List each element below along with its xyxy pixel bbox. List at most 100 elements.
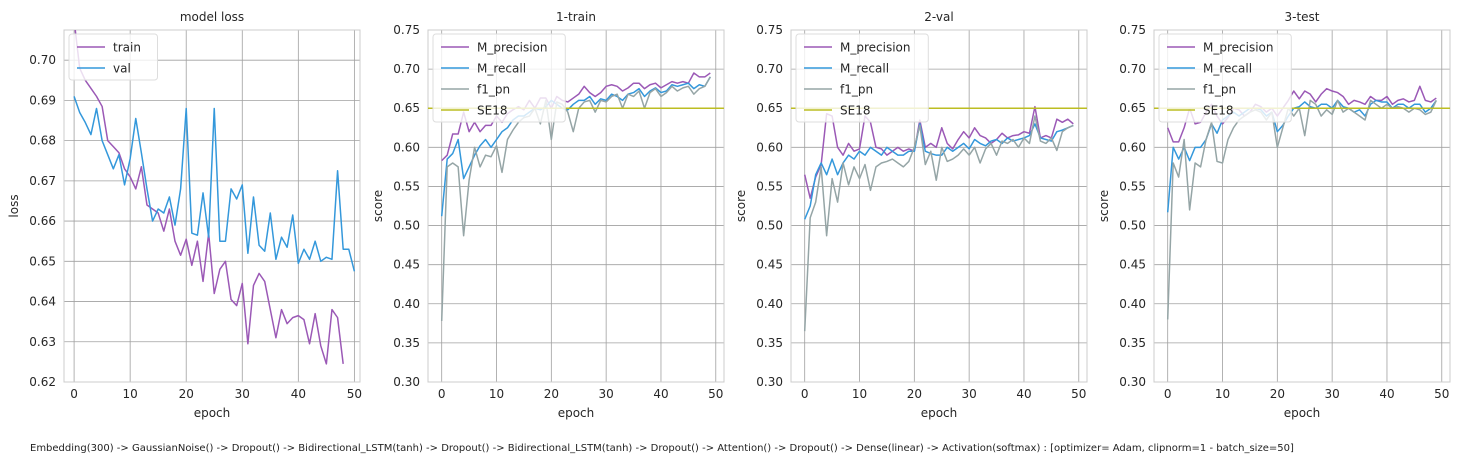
x-tick-label: 0: [1164, 387, 1172, 401]
x-tick-label: 40: [653, 387, 668, 401]
y-tick-label: 0.40: [393, 297, 420, 311]
y-tick-label: 0.45: [756, 258, 783, 272]
y-tick-label: 0.50: [756, 219, 783, 233]
y-tick-label: 0.65: [29, 254, 56, 268]
series-group: [73, 30, 356, 365]
x-tick-label: 10: [123, 387, 138, 401]
legend-label-M_recall: M_recall: [1203, 62, 1252, 76]
legend: train val: [68, 33, 158, 81]
y-tick-label: 0.60: [1119, 140, 1146, 154]
series-line-M_recall: [804, 123, 1074, 220]
x-tick-label: 0: [801, 387, 809, 401]
y-tick-label: 0.63: [29, 335, 56, 349]
y-tick-label: 0.50: [1119, 219, 1146, 233]
series-line-f1_pn: [803, 115, 1074, 332]
series-line-M_precision: [441, 72, 711, 162]
y-tick-label: 0.64: [29, 295, 56, 309]
legend-label-M_recall: M_recall: [840, 62, 889, 76]
chart-title: 3-test: [1284, 10, 1319, 24]
x-tick-label: 40: [1379, 387, 1394, 401]
y-tick-label: 0.65: [756, 101, 783, 115]
chart-panel-4: 0 10 20 30 40 50 0.30 0.35 0.40 0.45 0.50 0.55 0.60 0…: [1097, 10, 1451, 420]
y-tick-label: 0.67: [29, 174, 56, 188]
legend: M_precision M_recall f1_pn SE18: [1158, 33, 1292, 123]
chart-title: 1-train: [556, 10, 596, 24]
legend-box: [432, 33, 566, 123]
legend-label-M_recall: M_recall: [477, 62, 526, 76]
y-tick-label: 0.75: [1119, 23, 1146, 37]
x-tick-label: 30: [235, 387, 250, 401]
x-tick-label: 50: [347, 387, 362, 401]
series-line-f1_pn: [1166, 99, 1437, 320]
x-axis-label: epoch: [194, 406, 231, 420]
legend-label-M_precision: M_precision: [1203, 41, 1274, 55]
y-tick-label: 0.50: [393, 219, 420, 233]
x-tick-label: 40: [1016, 387, 1031, 401]
y-axis-label: score: [1097, 190, 1111, 222]
y-tick-label: 0.30: [756, 375, 783, 389]
x-axis-label: epoch: [921, 406, 958, 420]
y-tick-label: 0.65: [393, 101, 420, 115]
series-group: [428, 72, 724, 322]
x-tick-label: 10: [1215, 387, 1230, 401]
chart-title: model loss: [180, 10, 244, 24]
y-tick-label: 0.45: [393, 258, 420, 272]
legend-label-SE18: SE18: [477, 104, 507, 118]
y-tick-label: 0.65: [1119, 101, 1146, 115]
legend-label-val: val: [113, 62, 131, 76]
model-caption: Embedding(300) -> GaussianNoise() -> Dro…: [30, 443, 1294, 454]
y-tick-label: 0.40: [1119, 297, 1146, 311]
x-tick-label: 0: [438, 387, 446, 401]
series-line-f1_pn: [440, 76, 711, 322]
x-tick-label: 20: [907, 387, 922, 401]
legend-label-f1_pn: f1_pn: [1203, 83, 1236, 97]
chart-panel-3: 0 10 20 30 40 50 0.30 0.35 0.40 0.45 0.50 0.55 0.60 0…: [734, 10, 1088, 420]
y-tick-label: 0.70: [29, 53, 56, 67]
y-tick-label: 0.69: [29, 93, 56, 107]
y-tick-label: 0.35: [1119, 336, 1146, 350]
plot-frame: [1153, 29, 1451, 383]
x-axis-label: epoch: [1284, 406, 1321, 420]
x-tick-label: 30: [962, 387, 977, 401]
legend-label-M_precision: M_precision: [477, 41, 548, 55]
x-tick-label: 30: [599, 387, 614, 401]
plot-frame: [63, 29, 361, 383]
x-tick-label: 40: [291, 387, 306, 401]
y-tick-label: 0.45: [1119, 258, 1146, 272]
y-tick-label: 0.55: [393, 179, 420, 193]
y-tick-label: 0.55: [1119, 179, 1146, 193]
series-line-M_precision: [803, 105, 1074, 199]
series-line-M_recall: [440, 76, 711, 217]
y-tick-label: 0.60: [393, 140, 420, 154]
legend-label-SE18: SE18: [1203, 104, 1233, 118]
chart-panel-1: 0 10 20 30 40 50 0.62 0.63 0.64 0.65 0.66 0.67 0.68 0…: [7, 10, 362, 420]
y-tick-label: 0.70: [1119, 62, 1146, 76]
y-tick-label: 0.70: [756, 62, 783, 76]
x-tick-label: 30: [1325, 387, 1340, 401]
y-axis-label: loss: [7, 194, 21, 217]
legend-label-M_precision: M_precision: [840, 41, 911, 55]
y-tick-label: 0.30: [393, 375, 420, 389]
legend-box: [795, 33, 929, 123]
y-axis-label: score: [734, 190, 748, 222]
series-group: [791, 105, 1087, 332]
y-tick-label: 0.55: [756, 179, 783, 193]
legend: M_precision M_recall f1_pn SE18: [795, 33, 929, 123]
legend-label-f1_pn: f1_pn: [477, 83, 510, 97]
legend-box: [1158, 33, 1292, 123]
y-tick-label: 0.35: [756, 336, 783, 350]
chart-panel-2: 0 10 20 30 40 50 0.30 0.35 0.40 0.45 0.50 0.55 0.60 0…: [371, 10, 725, 420]
legend: M_precision M_recall f1_pn SE18: [432, 33, 566, 123]
plot-frame: [790, 29, 1088, 383]
y-tick-label: 0.40: [756, 297, 783, 311]
legend-label-f1_pn: f1_pn: [840, 83, 873, 97]
y-tick-label: 0.62: [29, 375, 56, 389]
x-tick-label: 10: [489, 387, 504, 401]
y-tick-label: 0.70: [393, 62, 420, 76]
y-tick-label: 0.60: [756, 140, 783, 154]
x-tick-label: 50: [1071, 387, 1086, 401]
y-tick-label: 0.66: [29, 214, 56, 228]
x-tick-label: 0: [70, 387, 78, 401]
x-tick-label: 20: [179, 387, 194, 401]
